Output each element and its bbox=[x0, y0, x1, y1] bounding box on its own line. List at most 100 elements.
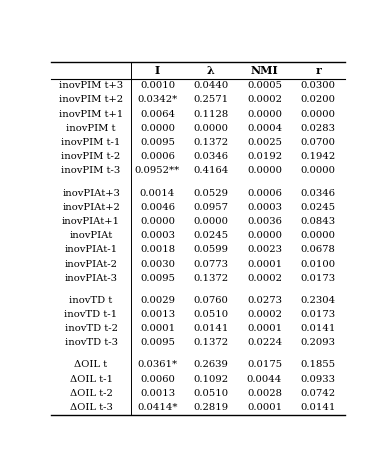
Text: 0.0245: 0.0245 bbox=[301, 203, 336, 212]
Text: inovPIM t-1: inovPIM t-1 bbox=[62, 138, 121, 147]
Text: I: I bbox=[155, 65, 160, 76]
Text: NMI: NMI bbox=[251, 65, 278, 76]
Text: 0.1092: 0.1092 bbox=[194, 374, 229, 383]
Text: inovPIM t: inovPIM t bbox=[66, 124, 116, 133]
Text: 0.0510: 0.0510 bbox=[194, 389, 229, 398]
Text: 0.0742: 0.0742 bbox=[301, 389, 336, 398]
Text: 0.0342*: 0.0342* bbox=[137, 95, 178, 104]
Text: 0.0000: 0.0000 bbox=[140, 217, 175, 226]
Text: inovPIM t+1: inovPIM t+1 bbox=[59, 109, 123, 118]
Text: 0.0018: 0.0018 bbox=[140, 246, 175, 255]
Text: inovTD t-1: inovTD t-1 bbox=[65, 310, 118, 319]
Text: inovPIM t+3: inovPIM t+3 bbox=[59, 81, 123, 90]
Text: 0.2819: 0.2819 bbox=[194, 403, 229, 412]
Text: ΔOIL t-3: ΔOIL t-3 bbox=[70, 403, 113, 412]
Text: 0.2639: 0.2639 bbox=[194, 360, 228, 369]
Text: 0.0200: 0.0200 bbox=[301, 95, 336, 104]
Text: ΔOIL t-2: ΔOIL t-2 bbox=[70, 389, 113, 398]
Text: 0.0700: 0.0700 bbox=[301, 138, 336, 147]
Text: inovPIAt-1: inovPIAt-1 bbox=[65, 246, 118, 255]
Text: 0.0030: 0.0030 bbox=[140, 260, 175, 268]
Text: 0.0175: 0.0175 bbox=[247, 360, 282, 369]
Text: 0.0141: 0.0141 bbox=[301, 403, 336, 412]
Text: inovTD t-3: inovTD t-3 bbox=[65, 338, 118, 347]
Text: inovPIM t-2: inovPIM t-2 bbox=[62, 152, 121, 161]
Text: 0.0013: 0.0013 bbox=[140, 389, 175, 398]
Text: 0.0010: 0.0010 bbox=[140, 81, 175, 90]
Text: 0.0044: 0.0044 bbox=[247, 374, 282, 383]
Text: 0.0046: 0.0046 bbox=[140, 203, 175, 212]
Text: ΔOIL t-1: ΔOIL t-1 bbox=[70, 374, 113, 383]
Text: 0.0014: 0.0014 bbox=[140, 189, 175, 198]
Text: 0.0006: 0.0006 bbox=[140, 152, 175, 161]
Text: 0.0300: 0.0300 bbox=[301, 81, 336, 90]
Text: 0.0346: 0.0346 bbox=[301, 189, 336, 198]
Text: 0.1128: 0.1128 bbox=[194, 109, 229, 118]
Text: 0.0095: 0.0095 bbox=[140, 138, 175, 147]
Text: r: r bbox=[315, 65, 321, 76]
Text: 0.1372: 0.1372 bbox=[194, 338, 229, 347]
Text: 0.0599: 0.0599 bbox=[194, 246, 228, 255]
Text: 0.0760: 0.0760 bbox=[194, 296, 228, 305]
Text: 0.0529: 0.0529 bbox=[194, 189, 228, 198]
Text: 0.0005: 0.0005 bbox=[247, 81, 282, 90]
Text: 0.1942: 0.1942 bbox=[301, 152, 336, 161]
Text: 0.0283: 0.0283 bbox=[301, 124, 336, 133]
Text: 0.0510: 0.0510 bbox=[194, 310, 229, 319]
Text: 0.2571: 0.2571 bbox=[194, 95, 229, 104]
Text: 0.0000: 0.0000 bbox=[247, 109, 282, 118]
Text: 0.2304: 0.2304 bbox=[301, 296, 336, 305]
Text: 0.0029: 0.0029 bbox=[140, 296, 175, 305]
Text: 0.0013: 0.0013 bbox=[140, 310, 175, 319]
Text: 0.0002: 0.0002 bbox=[247, 95, 282, 104]
Text: 0.0003: 0.0003 bbox=[247, 203, 282, 212]
Text: 0.0000: 0.0000 bbox=[301, 231, 336, 240]
Text: 0.0000: 0.0000 bbox=[194, 217, 228, 226]
Text: 0.0192: 0.0192 bbox=[247, 152, 282, 161]
Text: 0.2093: 0.2093 bbox=[301, 338, 336, 347]
Text: λ: λ bbox=[207, 65, 215, 76]
Text: inovPIAt+2: inovPIAt+2 bbox=[62, 203, 120, 212]
Text: 0.0060: 0.0060 bbox=[140, 374, 175, 383]
Text: inovPIAt+3: inovPIAt+3 bbox=[62, 189, 120, 198]
Text: 0.0414*: 0.0414* bbox=[137, 403, 178, 412]
Text: 0.0001: 0.0001 bbox=[247, 403, 282, 412]
Text: inovPIM t+2: inovPIM t+2 bbox=[59, 95, 123, 104]
Text: 0.0273: 0.0273 bbox=[247, 296, 282, 305]
Text: 0.1372: 0.1372 bbox=[194, 138, 229, 147]
Text: 0.0036: 0.0036 bbox=[247, 217, 282, 226]
Text: 0.0001: 0.0001 bbox=[140, 324, 175, 333]
Text: 0.0003: 0.0003 bbox=[140, 231, 175, 240]
Text: 0.0141: 0.0141 bbox=[301, 324, 336, 333]
Text: 0.0346: 0.0346 bbox=[194, 152, 228, 161]
Text: 0.0002: 0.0002 bbox=[247, 273, 282, 283]
Text: inovPIM t-3: inovPIM t-3 bbox=[62, 166, 121, 175]
Text: 0.0001: 0.0001 bbox=[247, 260, 282, 268]
Text: inovPIAt+1: inovPIAt+1 bbox=[62, 217, 120, 226]
Text: 0.0440: 0.0440 bbox=[194, 81, 229, 90]
Text: ΔOIL t: ΔOIL t bbox=[74, 360, 108, 369]
Text: 0.0000: 0.0000 bbox=[247, 166, 282, 175]
Text: 0.0028: 0.0028 bbox=[247, 389, 282, 398]
Text: 0.1855: 0.1855 bbox=[301, 360, 336, 369]
Text: 0.0245: 0.0245 bbox=[194, 231, 229, 240]
Text: 0.0173: 0.0173 bbox=[301, 273, 336, 283]
Text: inovTD t: inovTD t bbox=[69, 296, 113, 305]
Text: 0.0952**: 0.0952** bbox=[135, 166, 180, 175]
Text: 0.0000: 0.0000 bbox=[194, 124, 228, 133]
Text: 0.0678: 0.0678 bbox=[301, 246, 336, 255]
Text: 0.0004: 0.0004 bbox=[247, 124, 282, 133]
Text: 0.0064: 0.0064 bbox=[140, 109, 175, 118]
Text: 0.0095: 0.0095 bbox=[140, 338, 175, 347]
Text: 0.4164: 0.4164 bbox=[194, 166, 229, 175]
Text: inovPIAt-3: inovPIAt-3 bbox=[65, 273, 118, 283]
Text: 0.0957: 0.0957 bbox=[194, 203, 228, 212]
Text: 0.0025: 0.0025 bbox=[247, 138, 282, 147]
Text: 0.0002: 0.0002 bbox=[247, 310, 282, 319]
Text: 0.0000: 0.0000 bbox=[247, 231, 282, 240]
Text: 0.0000: 0.0000 bbox=[301, 109, 336, 118]
Text: inovPIAt-2: inovPIAt-2 bbox=[65, 260, 118, 268]
Text: 0.0173: 0.0173 bbox=[301, 310, 336, 319]
Text: inovTD t-2: inovTD t-2 bbox=[65, 324, 118, 333]
Text: 0.0023: 0.0023 bbox=[247, 246, 282, 255]
